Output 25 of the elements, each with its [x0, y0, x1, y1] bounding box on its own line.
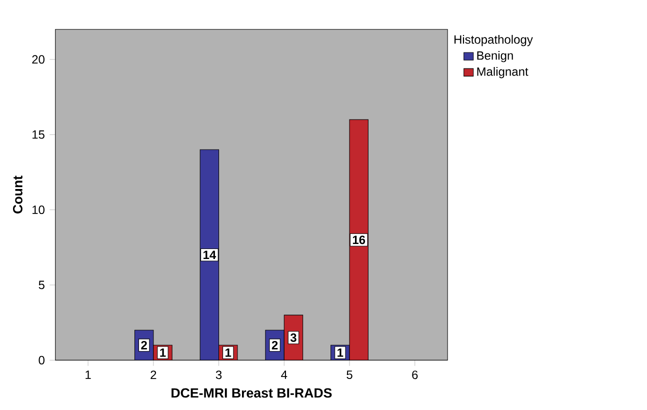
data-label: 1: [160, 348, 166, 357]
bar: [349, 119, 368, 360]
x-tick-label: 1: [86, 370, 91, 379]
data-label: 1: [226, 348, 232, 357]
data-label: 2: [141, 340, 147, 350]
data-label: 16: [352, 236, 366, 244]
x-tick-label: 3: [216, 370, 222, 379]
y-tick-label: 5: [38, 280, 44, 290]
y-tick-label: 20: [32, 55, 44, 64]
y-tick-label: 0: [38, 356, 44, 364]
x-tick-label: 6: [412, 370, 418, 379]
data-label: 2: [272, 340, 278, 350]
y-axis-title: Count: [13, 176, 22, 214]
legend-label: Benign: [477, 50, 513, 62]
x-tick-label: 4: [281, 370, 288, 379]
x-tick-label: 2: [150, 370, 156, 379]
data-label: 14: [204, 250, 216, 259]
y-tick-label: 10: [32, 205, 44, 214]
legend-label: Malignant: [477, 66, 528, 78]
x-tick-label: 5: [346, 370, 352, 379]
data-label: 3: [290, 333, 296, 342]
x-axis-title: DCE-MRI Breast BI-RADS: [172, 388, 332, 398]
data-label: 1: [338, 348, 344, 357]
legend-title: Histopathology: [454, 34, 533, 46]
y-tick-label: 15: [32, 130, 44, 139]
